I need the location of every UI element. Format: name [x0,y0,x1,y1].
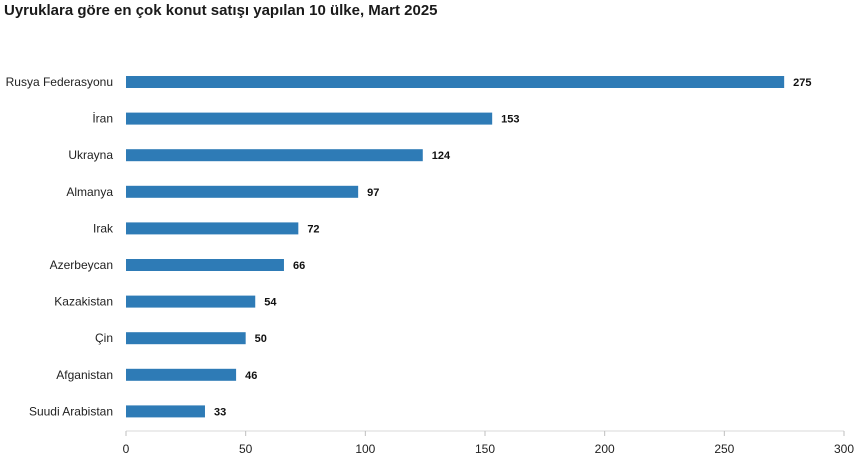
data-label: 46 [245,370,257,382]
data-label: 97 [367,187,379,199]
category-label: Almanya [66,185,113,199]
x-tick-label: 150 [475,442,495,456]
bar [126,259,284,271]
data-label: 72 [307,223,319,235]
bar [126,332,246,345]
x-tick-label: 250 [714,442,734,456]
x-tick-label: 0 [123,442,130,456]
data-label: 275 [793,77,811,89]
category-label: İran [92,112,113,126]
data-label: 66 [293,260,305,272]
data-label: 33 [214,406,226,418]
x-tick-label: 50 [239,442,253,456]
data-label: 50 [255,333,267,345]
category-label: Rusya Federasyonu [6,75,113,89]
data-label: 124 [432,150,451,162]
bar [126,222,299,235]
bars-layer [126,76,785,418]
x-tick-label: 100 [355,442,375,456]
x-tick-label: 200 [595,442,615,456]
category-label: Ukrayna [68,148,113,162]
category-label: Suudi Arabistan [29,404,113,418]
bar [126,405,205,418]
chart-title: Uyruklara göre en çok konut satışı yapıl… [4,2,438,19]
category-label: Çin [95,331,113,345]
category-label: Afganistan [56,368,113,382]
x-tick-label: 300 [834,442,854,456]
data-label: 54 [264,297,277,309]
bar [126,76,785,88]
category-labels: Rusya Federasyonu İran Ukrayna Almanya Irak A… [6,75,114,418]
x-axis: 0 50 100 150 200 250 300 [123,430,854,456]
category-label: Irak [93,221,114,235]
bar [126,368,237,381]
bar [126,149,423,162]
value-labels: 275 153 124 97 72 66 54 50 46 33 [214,77,812,418]
category-label: Kazakistan [54,295,113,309]
category-label: Azerbeycan [50,258,113,272]
bar [126,112,493,125]
bar [126,295,256,308]
bar [126,185,359,198]
data-label: 153 [501,114,519,126]
